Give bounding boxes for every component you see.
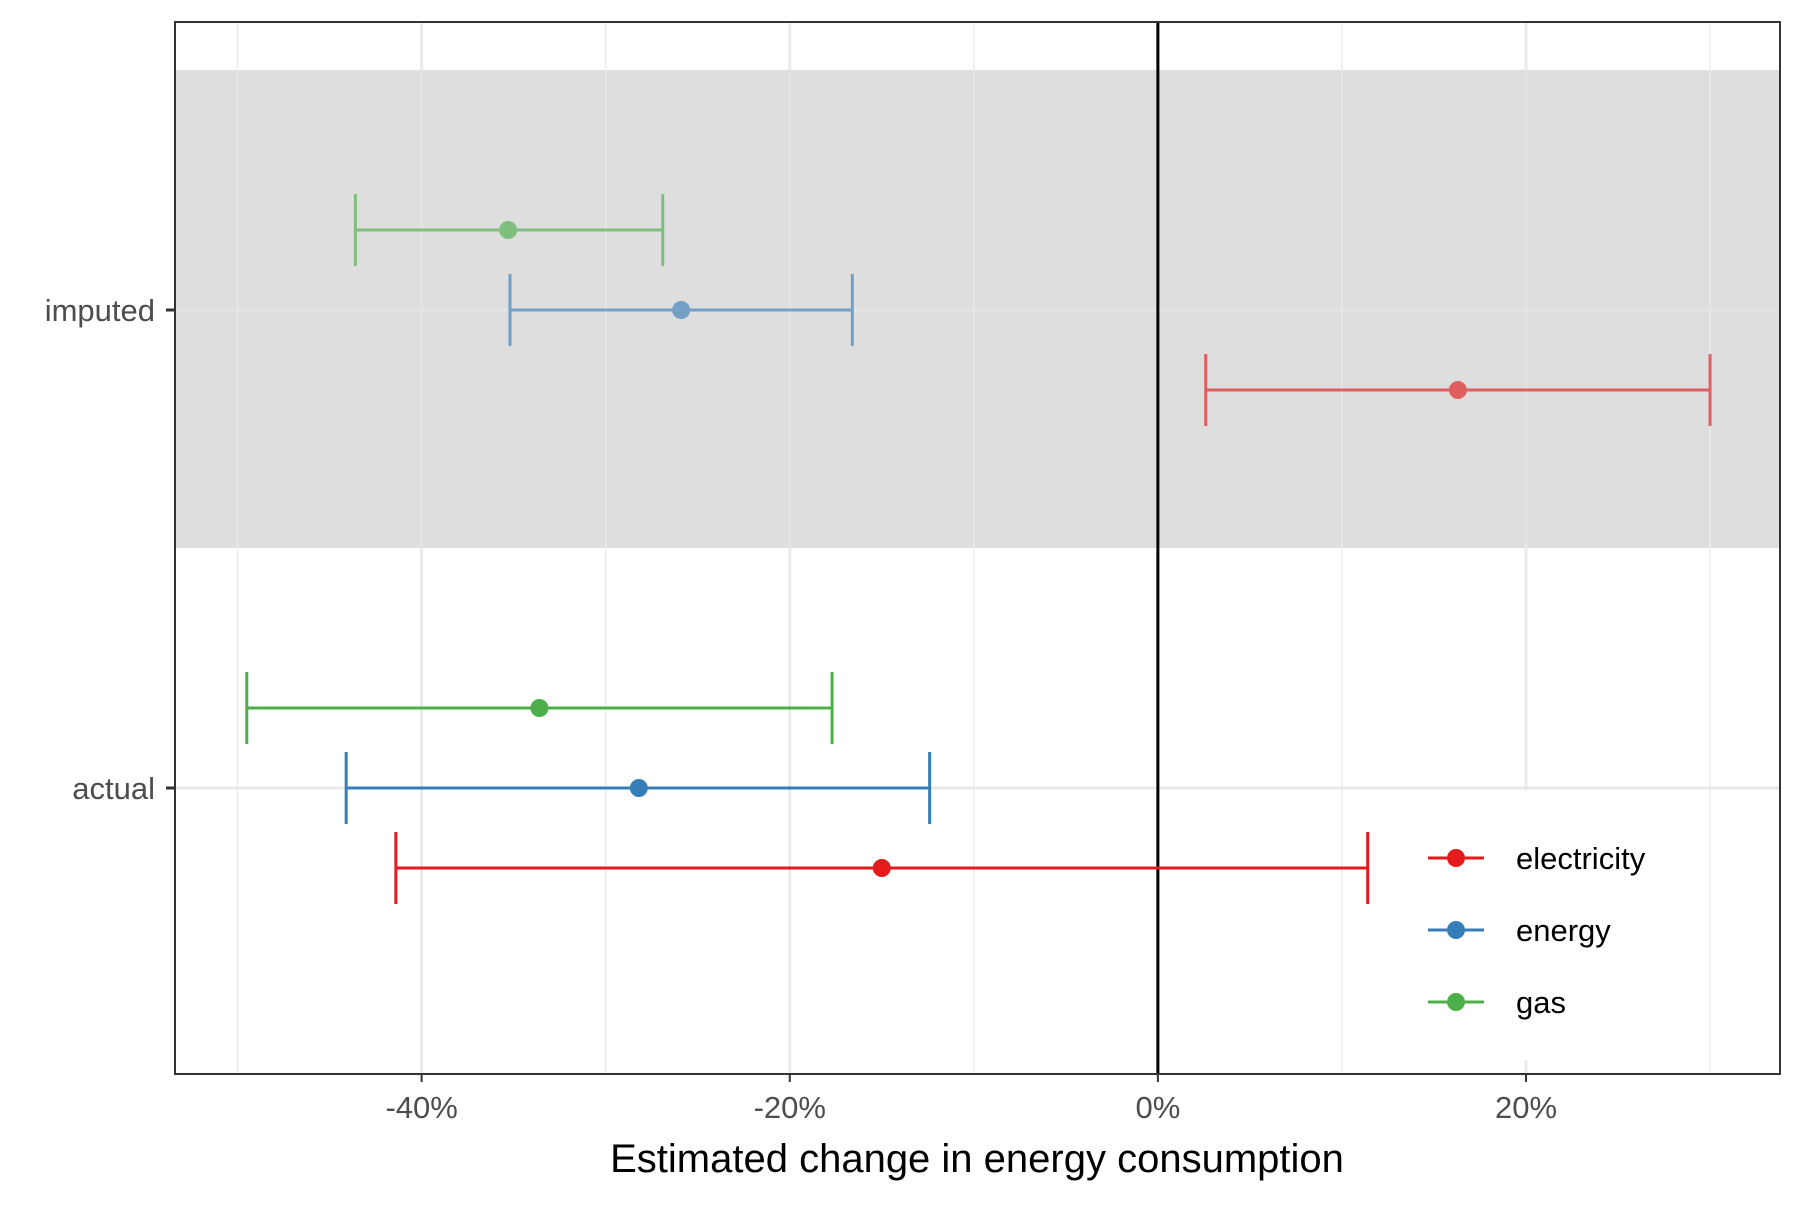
errorbar-gas-actual <box>245 672 834 744</box>
x-tick-label: -20% <box>754 1090 826 1125</box>
panel-border <box>174 21 1781 1075</box>
legend-item-electricity: electricity <box>1428 841 1646 876</box>
legend-item-gas: gas <box>1428 985 1566 1020</box>
estimate-point <box>499 221 518 239</box>
legend-background <box>1398 790 1694 1060</box>
x-tick-label: 20% <box>1495 1090 1557 1125</box>
legend-label: electricity <box>1516 841 1646 876</box>
errorbar-electricity-actual <box>394 832 1370 904</box>
estimate-point <box>872 859 891 877</box>
y-tick-label-imputed: imputed <box>45 293 155 328</box>
legend-item-energy: energy <box>1428 913 1611 948</box>
legend-label: gas <box>1516 985 1566 1020</box>
errorbar-energy-actual <box>344 752 932 824</box>
y-tick-label-actual: actual <box>72 771 155 806</box>
legend-key-point <box>1447 993 1465 1011</box>
x-axis-title: Estimated change in energy consumption <box>610 1137 1344 1181</box>
x-tick-label: -40% <box>385 1090 457 1125</box>
x-tick-label: 0% <box>1135 1090 1180 1125</box>
legend-label: energy <box>1516 913 1611 948</box>
errorbar-gas-imputed <box>353 194 665 266</box>
errorbar-electricity-imputed <box>1204 354 1712 426</box>
estimate-point <box>530 699 549 717</box>
errorbar-energy-imputed <box>508 274 854 346</box>
estimate-point <box>672 301 691 319</box>
estimate-point <box>629 779 648 797</box>
legend-key-point <box>1447 849 1465 867</box>
legend-key-point <box>1447 921 1465 939</box>
estimate-point <box>1448 381 1467 399</box>
